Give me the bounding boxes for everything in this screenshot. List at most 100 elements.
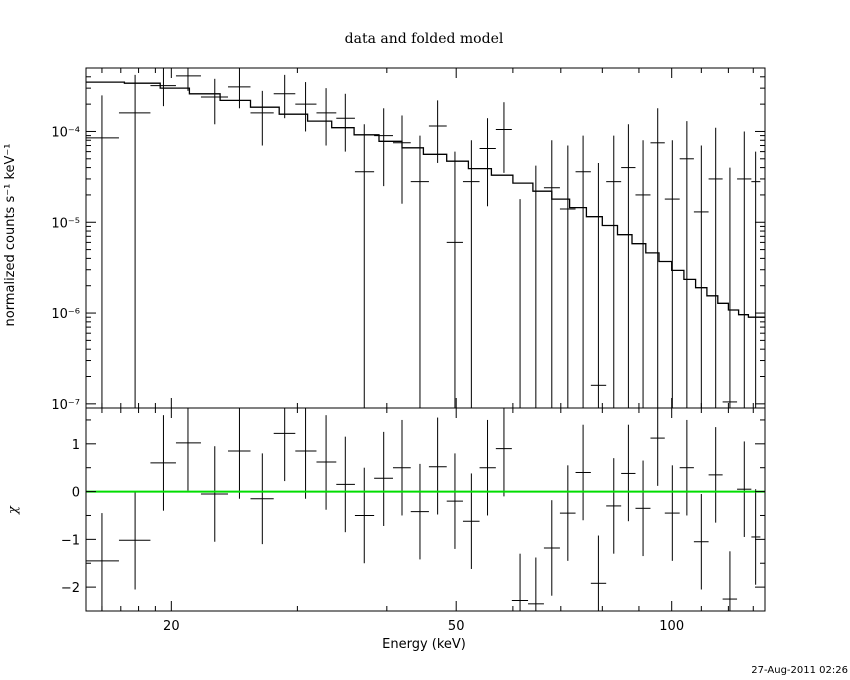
spectrum-y-tick-label: 10⁻⁶ — [51, 307, 80, 322]
spectrum-data-point — [635, 140, 651, 408]
spectrum-data-point — [737, 131, 752, 408]
residual-data-point — [575, 424, 591, 521]
residual-data-point — [679, 419, 694, 516]
residual-data-point — [118, 491, 151, 590]
residual-data-point — [528, 557, 544, 611]
spectrum-data-point — [273, 74, 296, 119]
spectrum-data-point — [479, 118, 496, 207]
spectrum-data-point — [200, 78, 229, 125]
residual-data-point — [606, 458, 622, 554]
spectrum-panel-frame — [85, 67, 766, 409]
spectrum-data-point — [428, 100, 447, 163]
residual-data-point — [693, 493, 709, 590]
residual-data-point — [250, 453, 274, 545]
spectrum-data-point — [559, 145, 576, 408]
spectrum-data-point — [650, 108, 665, 408]
energy-x-axis-label: Energy (keV) — [382, 637, 466, 652]
residual-data-point — [495, 408, 512, 497]
spectrum-data-point — [392, 115, 411, 204]
spectrum-data-point — [410, 135, 429, 408]
energy-x-axis — [101, 68, 754, 611]
residual-data-point — [374, 431, 393, 526]
spectrum-data-point — [86, 95, 119, 408]
spectrum-data-points — [86, 68, 761, 409]
spectrum-data-point — [606, 135, 622, 408]
spectrum-data-point — [590, 162, 607, 408]
spectrum-data-point — [693, 145, 709, 408]
spectrum-y-axis — [86, 67, 765, 409]
spectrum-y-axis-label: normalized counts s⁻¹ keV⁻¹ — [3, 144, 18, 327]
spectrum-data-point — [374, 108, 393, 187]
residual-data-point — [635, 460, 651, 557]
residual-data-point — [428, 417, 447, 515]
spectrum-data-point — [118, 74, 151, 408]
residual-y-tick-label: 0 — [72, 486, 80, 501]
residual-data-point — [621, 424, 636, 522]
residual-data-point — [543, 500, 560, 596]
spectrum-data-point — [664, 140, 680, 408]
spectrum-y-tick-label: 10⁻⁵ — [51, 216, 80, 231]
spectrum-data-point — [511, 199, 529, 409]
residual-data-point — [295, 408, 317, 499]
spectrum-data-point — [495, 102, 512, 173]
chart-title: data and folded model — [345, 31, 504, 47]
residual-data-point — [200, 446, 229, 542]
residual-data-point — [722, 551, 738, 611]
spectrum-data-point — [722, 167, 738, 408]
residual-data-point — [175, 408, 201, 491]
spectrum-data-point — [175, 68, 201, 91]
residual-data-point — [86, 513, 119, 611]
spectrum-data-point — [316, 88, 337, 146]
spectrum-data-point — [708, 127, 723, 408]
spectrum-y-tick-labels: 10⁻⁴ 10⁻⁵ 10⁻⁶ 10⁻⁷ — [51, 125, 80, 412]
spectrum-panel — [85, 67, 766, 409]
residual-data-point — [336, 436, 355, 533]
residual-data-point — [664, 465, 680, 561]
residual-data-point — [559, 465, 576, 561]
spectrum-data-point — [250, 90, 274, 146]
spectrum-data-point — [295, 82, 317, 132]
residual-data-point — [737, 441, 752, 537]
spectrum-data-point — [354, 124, 375, 408]
residual-data-point — [228, 408, 251, 499]
spectrum-data-point — [543, 140, 560, 408]
x-tick-label: 100 — [659, 619, 684, 634]
residual-data-point — [273, 408, 296, 482]
timestamp: 27-Aug-2011 02:26 — [751, 665, 848, 676]
residual-data-point — [650, 408, 665, 486]
spectrum-data-point — [621, 124, 636, 408]
residual-data-point — [410, 463, 429, 560]
residuals-y-axis-label: χ — [6, 505, 21, 515]
energy-x-tick-labels: 20 50 100 — [163, 619, 684, 634]
residual-y-tick-label: −2 — [61, 581, 80, 596]
spectrum-data-point — [462, 140, 480, 408]
residual-data-point — [590, 535, 607, 611]
residuals-panel — [85, 68, 766, 612]
spectrum-data-point — [228, 68, 251, 109]
residual-data-point — [392, 419, 411, 516]
spectrum-y-tick-label: 10⁻⁷ — [51, 398, 80, 413]
residual-data-points — [86, 408, 761, 611]
spectrum-y-tick-label: 10⁻⁴ — [51, 125, 80, 140]
spectrum-data-point — [575, 135, 591, 408]
x-tick-label: 20 — [163, 619, 180, 634]
residual-data-point — [150, 415, 176, 511]
residual-data-point — [316, 415, 337, 510]
spectrum-data-point — [679, 121, 694, 408]
spectrum-data-point — [446, 151, 463, 408]
spectrum-data-point — [336, 93, 355, 152]
residual-y-tick-label: −1 — [61, 533, 80, 548]
residual-data-point — [479, 419, 496, 516]
spectrum-data-point — [751, 151, 761, 408]
residual-data-point — [751, 489, 761, 585]
residual-data-point — [354, 467, 375, 564]
residual-y-tick-label: 1 — [72, 438, 80, 453]
residuals-y-tick-labels: 1 0 −1 −2 — [61, 438, 80, 596]
residuals-panel-frame — [85, 407, 766, 612]
residual-data-point — [462, 473, 480, 569]
folded-model-line — [86, 81, 765, 318]
x-tick-label: 50 — [448, 619, 465, 634]
residual-data-point — [446, 453, 463, 549]
residual-data-point — [511, 553, 529, 611]
